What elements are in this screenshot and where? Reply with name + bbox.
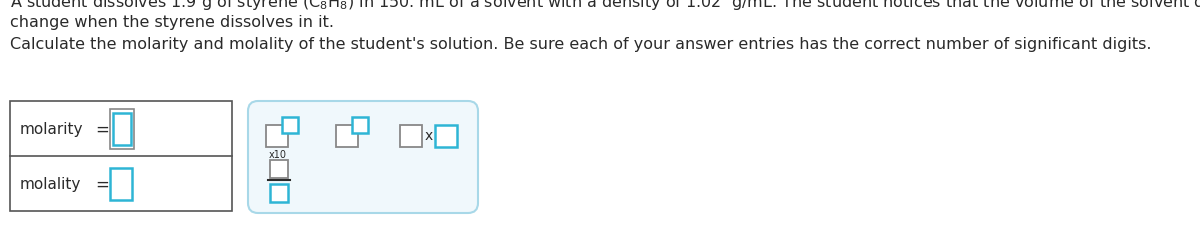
Text: =: = [95, 175, 109, 193]
Bar [352, 117, 368, 133]
Bar [282, 117, 298, 133]
Text: Calculate the molarity and molality of the student's solution. Be sure each of y: Calculate the molarity and molality of t… [10, 37, 1152, 52]
Bar [270, 160, 288, 178]
Text: x10: x10 [269, 149, 287, 159]
Bar [436, 125, 457, 147]
Bar [113, 113, 131, 145]
Bar [400, 125, 422, 147]
Bar [266, 125, 288, 147]
Text: A student dissolves 1.9 g of styrene $(\mathrm{C_8H_8})$ in 150. mL of a solvent: A student dissolves 1.9 g of styrene $(\… [10, 0, 1200, 12]
FancyBboxPatch shape [248, 101, 478, 213]
Text: molality: molality [20, 176, 82, 191]
Bar [110, 168, 132, 200]
Bar [270, 184, 288, 202]
Bar [336, 125, 358, 147]
Text: change when the styrene dissolves in it.: change when the styrene dissolves in it. [10, 15, 334, 30]
Text: =: = [95, 120, 109, 138]
Text: molarity: molarity [20, 121, 84, 136]
Bar [110, 109, 134, 149]
Text: x: x [425, 128, 433, 142]
Bar [10, 101, 232, 211]
